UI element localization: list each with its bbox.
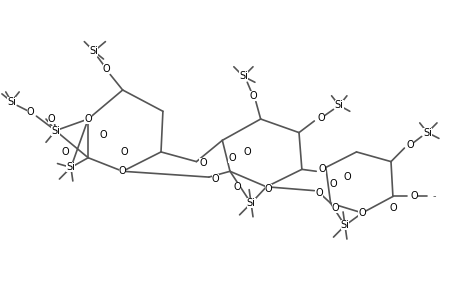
Text: O: O bbox=[314, 188, 322, 198]
Text: Si: Si bbox=[334, 100, 343, 110]
Text: O: O bbox=[118, 166, 126, 176]
Text: O: O bbox=[243, 147, 251, 157]
Text: O: O bbox=[342, 172, 350, 182]
Text: O: O bbox=[405, 140, 413, 150]
Text: Si: Si bbox=[239, 71, 247, 82]
Text: O: O bbox=[329, 179, 336, 189]
Text: O: O bbox=[61, 147, 69, 157]
Text: O: O bbox=[48, 114, 56, 124]
Text: O: O bbox=[264, 184, 272, 194]
Text: Si: Si bbox=[7, 97, 16, 106]
Text: Si: Si bbox=[422, 128, 431, 138]
Text: O: O bbox=[388, 203, 396, 213]
Text: O: O bbox=[228, 153, 235, 163]
Text: O: O bbox=[102, 64, 110, 74]
Text: Si: Si bbox=[90, 46, 98, 56]
Text: O: O bbox=[199, 158, 207, 168]
Text: -: - bbox=[431, 191, 435, 202]
Text: O: O bbox=[317, 113, 324, 123]
Text: O: O bbox=[331, 203, 338, 213]
Text: Si: Si bbox=[51, 126, 60, 136]
Text: O: O bbox=[409, 191, 417, 202]
Text: O: O bbox=[249, 91, 256, 101]
Text: Si: Si bbox=[246, 198, 255, 208]
Text: O: O bbox=[84, 114, 92, 124]
Text: Si: Si bbox=[340, 220, 349, 230]
Text: Si: Si bbox=[67, 162, 75, 172]
Text: O: O bbox=[100, 130, 107, 140]
Text: O: O bbox=[233, 182, 241, 192]
Text: O: O bbox=[358, 208, 365, 218]
Text: O: O bbox=[211, 174, 219, 184]
Text: O: O bbox=[121, 147, 128, 157]
Text: O: O bbox=[318, 164, 325, 174]
Text: O: O bbox=[27, 107, 34, 117]
